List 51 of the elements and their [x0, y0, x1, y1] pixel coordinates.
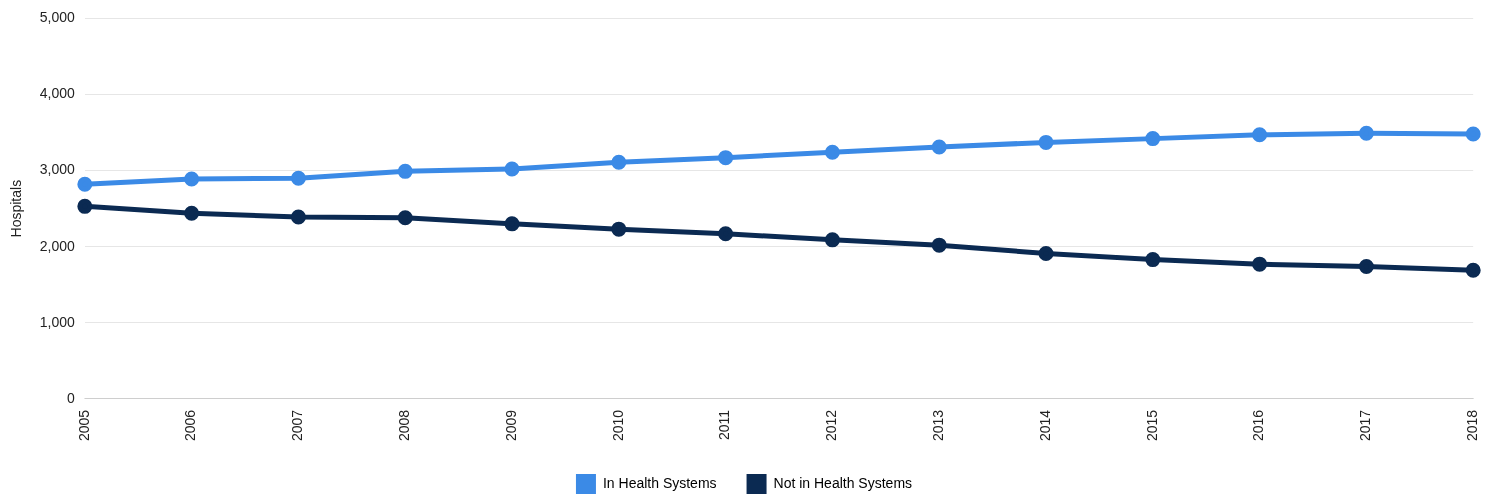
x-tick-label: 2011 — [716, 409, 733, 440]
point — [1145, 131, 1161, 147]
point — [1358, 125, 1374, 141]
x-tick-label: 2015 — [1143, 409, 1160, 442]
x-tick-label: 2014 — [1036, 409, 1053, 442]
point — [824, 232, 840, 248]
x-tick-label: 2016 — [1250, 409, 1267, 442]
point — [184, 205, 200, 221]
y-tick-label: 3,000 — [39, 161, 76, 178]
legend-label: In Health Systems — [602, 474, 717, 491]
x-tick-label: 2008 — [396, 409, 413, 442]
point — [1465, 262, 1481, 278]
point — [1465, 126, 1481, 142]
x-tick-label: 2013 — [930, 409, 947, 442]
point — [1252, 256, 1268, 272]
y-tick-label: 4,000 — [39, 85, 76, 102]
x-tick-label: 2009 — [502, 409, 519, 442]
point — [611, 154, 627, 170]
point — [397, 210, 413, 226]
point — [504, 161, 520, 177]
y-tick-label: 5,000 — [39, 9, 76, 26]
point — [611, 221, 627, 237]
point — [1252, 127, 1268, 143]
x-tick-label: 2006 — [182, 409, 199, 442]
x-tick-label: 2017 — [1357, 409, 1374, 442]
y-axis-title: Hospitals — [8, 179, 25, 238]
x-tick-label: 2018 — [1464, 409, 1481, 442]
point — [718, 150, 734, 166]
y-tick-label: 2,000 — [39, 237, 76, 254]
point — [1145, 252, 1161, 268]
point — [290, 209, 306, 225]
point — [77, 176, 93, 192]
legend-label: Not in Health Systems — [773, 474, 913, 491]
point — [718, 226, 734, 242]
point — [184, 171, 200, 187]
x-tick-label: 2005 — [75, 409, 92, 442]
point — [931, 139, 947, 155]
point — [504, 216, 520, 232]
point — [1038, 134, 1054, 150]
x-tick-label: 2010 — [609, 409, 626, 442]
point — [290, 170, 306, 186]
point — [824, 144, 840, 160]
point — [1038, 246, 1054, 262]
x-tick-label: 2007 — [289, 409, 306, 442]
point — [931, 237, 947, 253]
x-tick-label: 2012 — [823, 409, 840, 442]
y-tick-label: 0 — [67, 389, 76, 406]
point — [1358, 258, 1374, 274]
point — [397, 163, 413, 179]
y-tick-label: 1,000 — [39, 313, 76, 330]
point — [77, 198, 93, 214]
